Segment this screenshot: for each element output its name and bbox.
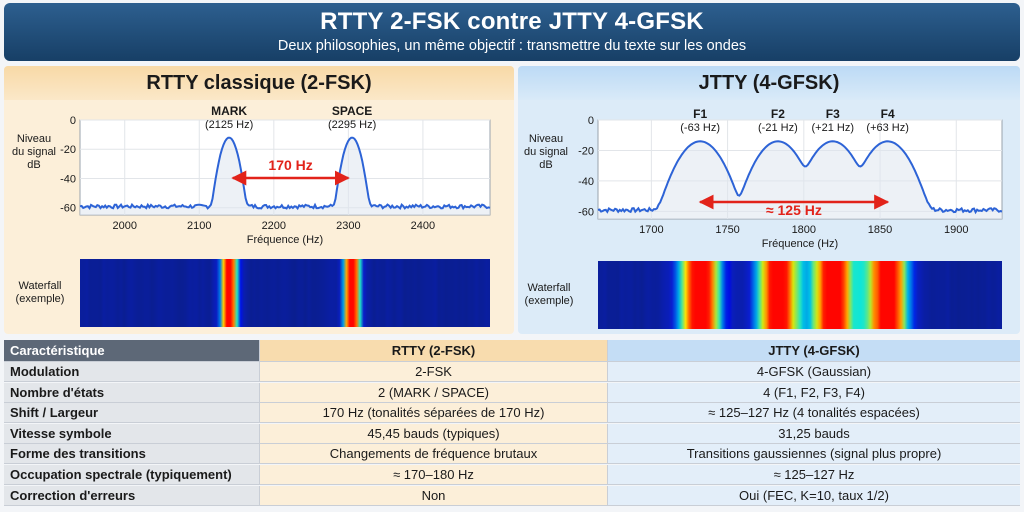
table-cell: Vitesse symbole bbox=[4, 423, 260, 444]
waterfall-label: Waterfall bbox=[528, 282, 571, 294]
waterfall-image bbox=[598, 261, 1002, 329]
jtty-panel-title: JTTY (4-GFSK) bbox=[698, 72, 840, 94]
table-cell: Shift / Largeur bbox=[4, 403, 260, 424]
waterfall-label: (exemple) bbox=[16, 293, 65, 305]
table-cell: Oui (FEC, K=10, taux 1/2) bbox=[608, 485, 1020, 506]
table-cell: Transitions gaussiennes (signal plus pro… bbox=[608, 444, 1020, 465]
x-tick-label: 1800 bbox=[792, 224, 816, 236]
waterfall-image bbox=[80, 259, 490, 327]
tone-frequency-label: (-63 Hz) bbox=[680, 122, 720, 134]
x-tick-label: 1750 bbox=[715, 224, 739, 236]
table-row: Shift / Largeur 170 Hz (tonalités séparée… bbox=[4, 403, 1020, 424]
table-row: Forme des transitions Changements de fréq… bbox=[4, 444, 1020, 465]
tone-frequency-label: (2295 Hz) bbox=[328, 119, 376, 131]
jtty-panel-header: JTTY (4-GFSK) bbox=[518, 66, 1020, 100]
signal-trace bbox=[79, 136, 491, 211]
table-row: Nombre d'états 2 (MARK / SPACE) 4 (F1, F2,… bbox=[4, 382, 1020, 403]
x-tick-label: 1850 bbox=[868, 224, 892, 236]
table-cell: 170 Hz (tonalités séparées de 170 Hz) bbox=[260, 403, 608, 424]
table-header-cell: RTTY (2-FSK) bbox=[260, 340, 608, 362]
table-row: Modulation 2-FSK 4-GFSK (Gaussian) bbox=[4, 362, 1020, 382]
table-header-cell: JTTY (4-GFSK) bbox=[608, 340, 1020, 362]
x-tick-label: 2200 bbox=[262, 220, 286, 232]
rtty-panel-header: RTTY classique (2-FSK) bbox=[4, 66, 514, 100]
tone-name-label: SPACE bbox=[332, 104, 372, 118]
y-tick-label: -20 bbox=[60, 144, 76, 156]
table-header-cell: Caractéristique bbox=[4, 340, 260, 362]
y-tick-label: -60 bbox=[60, 203, 76, 215]
plot-area bbox=[79, 119, 491, 216]
tone-name-label: F2 bbox=[771, 107, 785, 121]
y-axis-label: dB bbox=[539, 159, 552, 171]
table-cell: Occupation spectrale (typiquement) bbox=[4, 465, 260, 485]
table-cell: 4-GFSK (Gaussian) bbox=[608, 362, 1020, 382]
waterfall-label: (exemple) bbox=[525, 295, 574, 307]
table-cell: 4 (F1, F2, F3, F4) bbox=[608, 382, 1020, 403]
separation-label: ≈ 125 Hz bbox=[766, 202, 822, 218]
tone-frequency-label: (2125 Hz) bbox=[205, 119, 253, 131]
y-axis-label: Niveau bbox=[529, 133, 563, 145]
table-cell: Forme des transitions bbox=[4, 444, 260, 465]
page-header: RTTY 2-FSK contre JTTY 4-GFSK Deux philo… bbox=[4, 3, 1020, 61]
page-title: RTTY 2-FSK contre JTTY 4-GFSK bbox=[320, 8, 704, 35]
table-cell: Correction d'erreurs bbox=[4, 485, 260, 506]
table-cell: 31,25 bauds bbox=[608, 423, 1020, 444]
y-tick-label: -40 bbox=[578, 176, 594, 188]
waterfall-label: Waterfall bbox=[19, 280, 62, 292]
table-cell: ≈ 125–127 Hz bbox=[608, 465, 1020, 485]
tone-name-label: F3 bbox=[826, 107, 840, 121]
signal-trace bbox=[597, 140, 1003, 215]
tone-name-label: F4 bbox=[881, 107, 895, 121]
y-axis-label: du signal bbox=[12, 146, 56, 158]
separation-label: 170 Hz bbox=[268, 157, 312, 173]
table-cell: 2 (MARK / SPACE) bbox=[260, 382, 608, 403]
table-cell: 45,45 bauds (typiques) bbox=[260, 423, 608, 444]
rtty-panel: RTTY classique (2-FSK) 2000 2100 2200 2300 2… bbox=[4, 66, 514, 334]
y-tick-label: -20 bbox=[578, 145, 594, 157]
table-cell: ≈ 170–180 Hz bbox=[260, 465, 608, 485]
page-subtitle: Deux philosophies, un même objectif : tr… bbox=[277, 38, 747, 54]
table-cell: 2-FSK bbox=[260, 362, 608, 382]
tone-frequency-label: (-21 Hz) bbox=[758, 122, 798, 134]
tone-name-label: F1 bbox=[693, 107, 707, 121]
table-cell: Non bbox=[260, 485, 608, 506]
table-cell: Changements de fréquence brutaux bbox=[260, 444, 608, 465]
table-header-row: Caractéristique RTTY (2-FSK) JTTY (4-GFSK) bbox=[4, 340, 1020, 362]
tone-frequency-label: (+21 Hz) bbox=[812, 122, 855, 134]
y-tick-label: -60 bbox=[578, 206, 594, 218]
y-tick-label: 0 bbox=[588, 115, 594, 127]
x-tick-label: 2400 bbox=[411, 220, 435, 232]
x-tick-label: 1900 bbox=[944, 224, 968, 236]
x-axis-label: Fréquence (Hz) bbox=[762, 238, 838, 250]
tone-frequency-label: (+63 Hz) bbox=[866, 122, 909, 134]
table-row: Occupation spectrale (typiquement) ≈ 170–… bbox=[4, 465, 1020, 485]
x-tick-label: 1700 bbox=[639, 224, 663, 236]
y-axis-label: dB bbox=[27, 159, 40, 171]
table-row: Correction d'erreurs Non Oui (FEC, K=10, t… bbox=[4, 485, 1020, 506]
table-cell: ≈ 125–127 Hz (4 tonalités espacées) bbox=[608, 403, 1020, 424]
x-tick-label: 2000 bbox=[112, 220, 136, 232]
table-row: Vitesse symbole 45,45 bauds (typiques) 31,… bbox=[4, 423, 1020, 444]
comparison-table: Caractéristique RTTY (2-FSK) JTTY (4-GFSK)… bbox=[4, 340, 1020, 508]
tone-name-label: MARK bbox=[211, 104, 247, 118]
x-tick-label: 2300 bbox=[336, 220, 360, 232]
x-axis-label: Fréquence (Hz) bbox=[247, 234, 323, 246]
rtty-panel-title: RTTY classique (2-FSK) bbox=[146, 72, 372, 94]
signal-area bbox=[80, 137, 490, 215]
x-tick-label: 2100 bbox=[187, 220, 211, 232]
y-axis-label: du signal bbox=[524, 146, 568, 158]
y-tick-label: 0 bbox=[70, 115, 76, 127]
table-cell: Modulation bbox=[4, 362, 260, 382]
y-axis-label: Niveau bbox=[17, 133, 51, 145]
y-tick-label: -40 bbox=[60, 173, 76, 185]
jtty-panel: JTTY (4-GFSK) 1700 1750 1800 1850 1900 0 -20 -4… bbox=[518, 66, 1020, 334]
table-cell: Nombre d'états bbox=[4, 382, 260, 403]
